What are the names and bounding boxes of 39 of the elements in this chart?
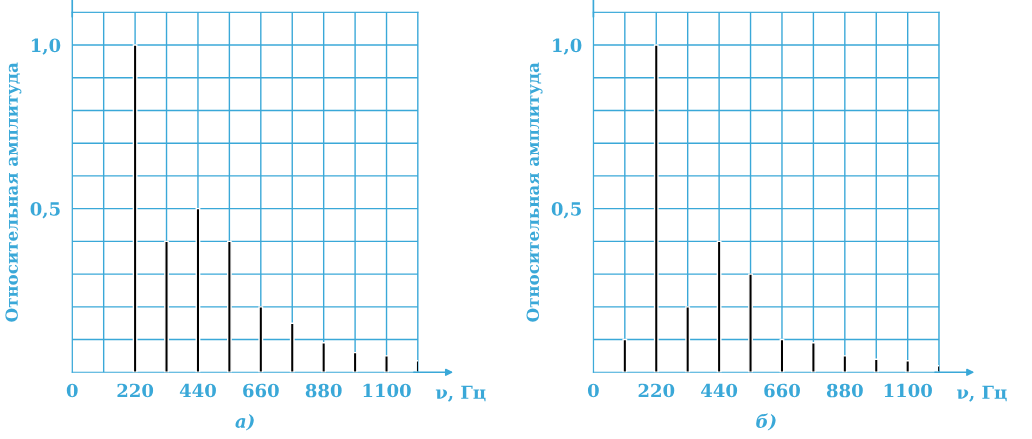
x-tick-label: 1100 bbox=[884, 383, 932, 398]
bar bbox=[716, 240, 722, 373]
x-tick-label: 1100 bbox=[363, 383, 411, 398]
x-tick-label: 0 bbox=[66, 383, 78, 398]
y-axis-title: Относительная амплитуда bbox=[526, 62, 543, 322]
bar bbox=[132, 44, 138, 373]
bar bbox=[622, 338, 628, 373]
bar bbox=[289, 322, 295, 373]
bar bbox=[905, 360, 911, 373]
x-tick-label: 220 bbox=[638, 383, 675, 398]
x-tick-label: 660 bbox=[764, 383, 800, 398]
x-tick-label: 880 bbox=[305, 383, 342, 398]
bar bbox=[653, 44, 659, 373]
x-axis-title: ν, Гц bbox=[957, 385, 1007, 402]
bar bbox=[321, 342, 327, 373]
bar bbox=[164, 240, 169, 373]
bar bbox=[352, 351, 358, 373]
x-axis-title: ν, Гц bbox=[435, 385, 486, 402]
y-tick-label: 0,5 bbox=[30, 202, 60, 219]
x-tick-label: 880 bbox=[826, 383, 863, 398]
bar bbox=[258, 306, 264, 373]
y-tick-label: 0,5 bbox=[551, 202, 581, 219]
bar bbox=[873, 358, 879, 373]
x-tick-label: 220 bbox=[117, 383, 154, 398]
y-axis-title: Относительная амплитуда bbox=[5, 62, 22, 322]
text: а) bbox=[235, 413, 254, 431]
x-tick-label: 440 bbox=[179, 383, 216, 398]
bar bbox=[748, 273, 753, 373]
x-tick-label: 0 bbox=[587, 383, 599, 398]
y-tick-label: 1,0 bbox=[31, 38, 61, 55]
bar bbox=[810, 342, 816, 373]
bar bbox=[685, 306, 691, 373]
x-tick-label: 440 bbox=[701, 383, 738, 398]
y-tick-label: 1,0 bbox=[553, 38, 582, 55]
bar bbox=[384, 355, 389, 373]
text: б) bbox=[756, 413, 776, 431]
bar bbox=[226, 240, 232, 373]
x-tick-label: 660 bbox=[243, 383, 279, 398]
bar bbox=[842, 355, 848, 373]
